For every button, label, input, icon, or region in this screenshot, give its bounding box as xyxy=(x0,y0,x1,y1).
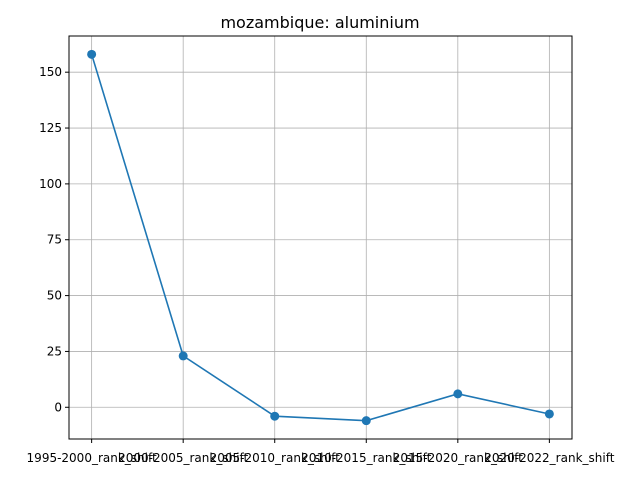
data-point xyxy=(361,416,371,426)
y-tick-label: 150 xyxy=(39,65,62,79)
x-tick-label: 2010-2015_rank_shift xyxy=(301,451,431,465)
y-tick-label: 25 xyxy=(47,344,62,358)
x-tick-label: 2020-2022_rank_shift xyxy=(484,451,614,465)
y-tick-label: 0 xyxy=(54,400,62,414)
x-axis: 1995-2000_rank_shift2000-2005_rank_shift… xyxy=(27,439,615,465)
y-axis: 0 25 50 75 100 125 150 xyxy=(39,65,69,414)
x-tick-label: 2015-2020_rank_shift xyxy=(393,451,523,465)
series-markers xyxy=(87,49,554,426)
y-tick-label: 50 xyxy=(47,289,62,303)
x-tick-label: 2000-2005_rank_shift xyxy=(118,451,248,465)
x-tick-label: 2005-2010_rank_shift xyxy=(210,451,340,465)
x-tick-label: 1995-2000_rank_shift xyxy=(27,451,157,465)
data-point xyxy=(544,409,554,419)
series-line-layer xyxy=(90,54,550,422)
data-point xyxy=(87,49,97,59)
series-line xyxy=(90,54,550,422)
axes-frame xyxy=(68,35,573,440)
y-tick-label: 100 xyxy=(39,177,62,191)
y-tick-label: 125 xyxy=(39,121,62,135)
y-tick-label: 75 xyxy=(47,233,62,247)
data-point xyxy=(178,351,188,361)
grid-lines xyxy=(69,36,572,439)
chart-title: mozambique: aluminium xyxy=(220,13,419,32)
data-point xyxy=(453,389,463,399)
data-point xyxy=(270,411,280,421)
